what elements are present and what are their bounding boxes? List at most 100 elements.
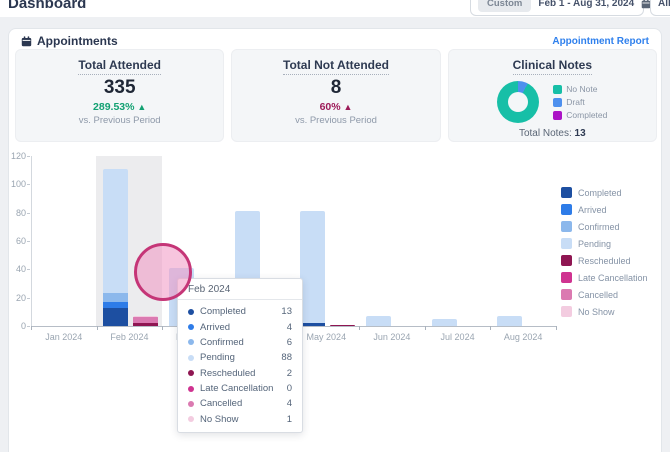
- total-not-attended-delta: 60% ▲: [319, 100, 353, 113]
- chart-legend-item[interactable]: Cancelled: [561, 289, 648, 300]
- legend-label: Arrived: [578, 204, 607, 215]
- legend-label: Pending: [578, 238, 612, 249]
- legend-swatch: [561, 255, 572, 266]
- chart-legend-item[interactable]: Rescheduled: [561, 255, 648, 266]
- bar-stack[interactable]: [365, 316, 391, 326]
- tooltip-row: No Show 1: [178, 412, 302, 427]
- y-tick-label: 100: [10, 179, 26, 190]
- tooltip-series-dot: [188, 339, 194, 346]
- tooltip-series-label: Cancelled: [200, 398, 243, 410]
- total-notes: Total Notes: 13: [518, 128, 586, 139]
- clinical-notes-donut[interactable]: [497, 81, 540, 123]
- bar-segment-arrived: [103, 301, 129, 308]
- x-tick-label: Jun 2024: [373, 332, 411, 342]
- x-tick-mark: [424, 326, 426, 330]
- section-title: Appointments: [37, 34, 118, 48]
- y-tick-label: 80: [15, 207, 26, 218]
- bar-segment-pending: [365, 316, 391, 326]
- x-tick-mark: [490, 326, 492, 330]
- chart-legend-item[interactable]: No Show: [561, 306, 648, 317]
- y-tick-mark: [27, 241, 30, 242]
- legend-swatch: [561, 187, 572, 198]
- bar-stack[interactable]: [103, 168, 129, 326]
- legend-swatch: [561, 272, 572, 283]
- date-range-control[interactable]: Custom Feb 1 - Aug 31, 2024: [470, 0, 651, 16]
- clinical-legend-item: Draft: [553, 97, 607, 107]
- y-tick-label: 0: [20, 321, 26, 331]
- tooltip-series-label: No Show: [200, 413, 239, 425]
- date-range-value: Feb 1 - Aug 31, 2024: [538, 0, 635, 9]
- bar-stack[interactable]: [133, 316, 159, 326]
- chart-legend-item[interactable]: Arrived: [561, 204, 648, 215]
- tooltip-row: Cancelled 4: [178, 396, 302, 411]
- legend-swatch: [561, 306, 572, 317]
- x-tick-label: Jul 2024: [440, 332, 475, 342]
- tooltip-series-label: Completed: [200, 306, 246, 318]
- legend-label: Late Cancellation: [578, 272, 648, 283]
- custom-range-button[interactable]: Custom: [478, 0, 532, 12]
- legend-swatch: [561, 289, 572, 300]
- legend-label: Cancelled: [578, 289, 619, 300]
- tooltip-row: Rescheduled 2: [178, 366, 302, 381]
- total-attended-card: Total Attended 335 289.53% ▲ vs. Previou…: [15, 49, 225, 142]
- stat-cards-row: Total Attended 335 289.53% ▲ vs. Previou…: [15, 49, 657, 142]
- bar-segment-pending: [431, 318, 457, 326]
- bar-segment-rescheduled: [330, 324, 356, 326]
- appointment-report-link[interactable]: Appointment Report: [552, 35, 649, 47]
- y-tick-mark: [27, 326, 30, 327]
- y-tick-label: 20: [15, 292, 26, 303]
- y-tick-mark: [27, 156, 30, 157]
- up-arrow-icon: ▲: [137, 101, 147, 112]
- calendar-icon[interactable]: [641, 0, 651, 9]
- tooltip-series-dot: [188, 324, 194, 331]
- y-tick-label: 40: [15, 264, 26, 275]
- tooltip-row: Late Cancellation 0: [178, 381, 302, 396]
- y-tick-label: 60: [15, 236, 26, 246]
- chart-legend-item[interactable]: Confirmed: [561, 221, 648, 232]
- bar-stack[interactable]: [431, 318, 457, 326]
- tooltip-series-value: 88: [281, 352, 292, 364]
- chart-legend-item[interactable]: Late Cancellation: [561, 272, 648, 283]
- panel-header: Appointments Appointment Report: [9, 33, 661, 49]
- all-filter-button[interactable]: All: [650, 0, 670, 16]
- legend-swatch: [561, 204, 572, 215]
- tooltip-series-value: 6: [286, 336, 292, 348]
- tooltip-series-value: 13: [281, 306, 292, 318]
- chart-tooltip: Feb 2024 Completed 13 Arrived 4 Confirmed 6 Pe…: [177, 278, 303, 433]
- total-not-attended-value: 8: [330, 77, 342, 98]
- clinical-legend-item: No Note: [553, 84, 607, 94]
- y-tick-mark: [27, 212, 30, 214]
- tooltip-series-label: Confirmed: [200, 336, 244, 348]
- x-tick-label: Feb 2024: [110, 332, 149, 342]
- page-title: Dashboard: [8, 0, 87, 12]
- clinical-legend-item: Completed: [553, 110, 607, 120]
- chart-legend-item[interactable]: Completed: [561, 187, 648, 198]
- bar-segment-pending: [497, 316, 523, 326]
- tooltip-series-label: Pending: [200, 352, 235, 364]
- tooltip-series-dot: [188, 308, 194, 315]
- legend-swatch: [553, 84, 563, 94]
- y-tick-mark: [27, 184, 30, 186]
- bar-stack[interactable]: [497, 316, 523, 326]
- bar-stack[interactable]: [330, 324, 356, 326]
- legend-label: Rescheduled: [578, 255, 631, 266]
- legend-label: Completed: [578, 187, 622, 198]
- total-attended-delta: 289.53% ▲: [93, 100, 147, 113]
- legend-swatch: [561, 221, 572, 232]
- legend-label: Completed: [566, 110, 608, 120]
- x-tick-mark: [359, 326, 361, 330]
- tooltip-series-label: Late Cancellation: [200, 383, 274, 395]
- tooltip-row: Confirmed 6: [178, 335, 302, 350]
- legend-swatch: [553, 110, 563, 120]
- chart-legend-item[interactable]: Pending: [561, 238, 648, 249]
- y-tick-mark: [27, 297, 30, 299]
- tooltip-series-value: 2: [286, 367, 292, 379]
- tooltip-series-label: Arrived: [200, 321, 231, 333]
- bar-stack[interactable]: [300, 211, 326, 326]
- tooltip-series-label: Rescheduled: [200, 367, 256, 379]
- x-tick-label: Jan 2024: [45, 332, 83, 342]
- tooltip-series-dot: [188, 400, 194, 407]
- tooltip-row: Pending 88: [178, 350, 302, 365]
- chart-legend: Completed Arrived Confirmed Pending Reschedu…: [561, 187, 648, 317]
- total-not-attended-caption: vs. Previous Period: [295, 114, 377, 126]
